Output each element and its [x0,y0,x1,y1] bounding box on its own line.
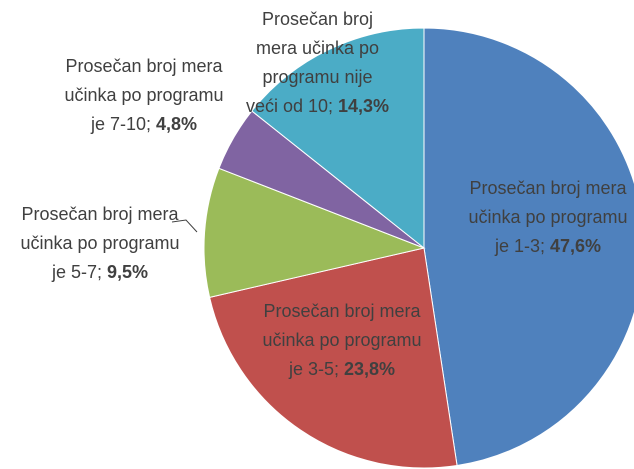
slice-label: Prosečan broj mera učinka po programu je… [262,297,422,384]
pie-slice [209,247,458,469]
slice-label: Prosečan broj mera učinka po programu je… [468,174,628,261]
value-label: 9,5% [107,262,149,282]
pie-slice [423,27,634,467]
slice-label: Prosečan broj mera učinka po programu ni… [245,5,390,121]
category-name: Prosečan broj mera učinka po programu je… [64,56,223,134]
category-name: Prosečan broj mera učinka po programu je… [20,204,179,282]
leader-line [171,219,198,233]
label-box: Prosečan broj mera učinka po programu je… [64,52,224,139]
label-box: Prosečan broj mera učinka po programu je… [262,297,422,384]
pie-slice [251,27,425,250]
value-label: 14,3% [338,96,390,116]
slice-label: Prosečan broj mera učinka po programu je… [64,52,224,139]
value-label: 4,8% [156,114,198,134]
pie-slice [203,167,426,298]
slice-label: Prosečan broj mera učinka po programu je… [20,200,180,287]
labels: Prosečan broj mera učinka po programu je… [20,5,628,384]
label-box: Prosečan broj mera učinka po programu je… [468,174,628,261]
value-label: 47,6% [550,236,602,256]
pie [203,27,634,469]
label-box: Prosečan broj mera učinka po programu ni… [245,5,390,121]
value-label: 23,8% [344,359,396,379]
category-name: Prosečan broj mera učinka po programu je… [262,301,421,379]
category-name: Prosečan broj mera učinka po programu je… [468,178,627,256]
label-box: Prosečan broj mera učinka po programu je… [20,200,180,287]
